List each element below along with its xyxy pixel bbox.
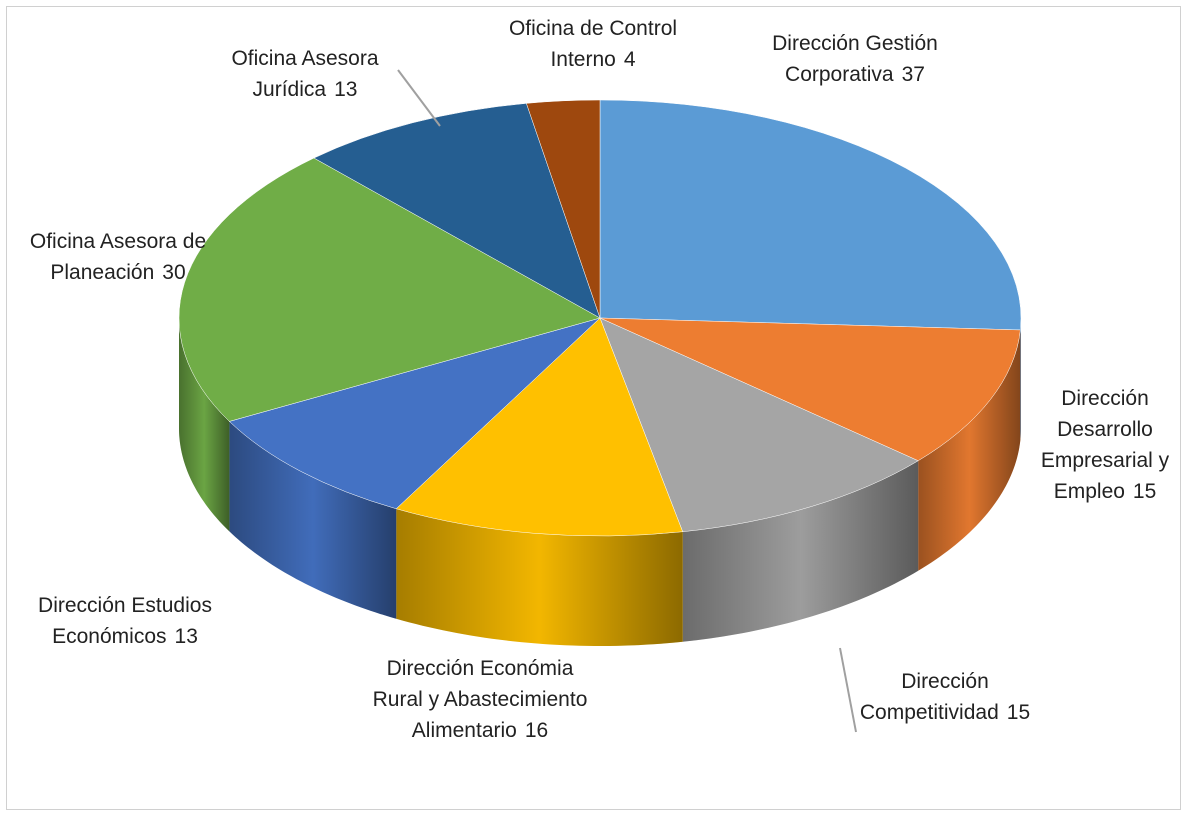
- pie-side-shade: [918, 329, 1021, 571]
- data-label: Dirección Gestión Corporativa 37: [755, 28, 955, 90]
- category-label: Dirección Desarrollo Empresarial y Emple…: [1040, 387, 1170, 503]
- category-label: Dirección Competitividad: [859, 670, 999, 724]
- pie-sides: [179, 318, 1021, 646]
- value-label: 13: [174, 625, 198, 648]
- pie-tops: [178, 99, 1022, 537]
- pie-slice: [313, 103, 601, 319]
- pie-slice: [599, 317, 919, 533]
- value-label: 37: [901, 63, 925, 86]
- leader-line: [397, 69, 441, 127]
- pie-side-shade: [229, 421, 397, 619]
- value-label: 16: [524, 719, 549, 742]
- pie-slice: [599, 317, 1021, 462]
- category-label: Oficina de Control Interno: [508, 17, 678, 71]
- pie-slice: [526, 99, 601, 319]
- leader-line: [839, 647, 857, 733]
- pie-slice: [178, 157, 601, 422]
- data-label: Dirección Competitividad 15: [850, 666, 1040, 728]
- data-label: Oficina Asesora de Planeación 30: [8, 226, 228, 288]
- pie-slice: [599, 99, 1022, 331]
- value-label: 13: [334, 78, 358, 101]
- category-label: Dirección Estudios Económicos: [38, 594, 212, 648]
- category-label: Dirección Gestión Corporativa: [772, 32, 938, 86]
- data-label: Oficina Asesora Jurídica 13: [205, 43, 405, 105]
- data-label: Dirección Desarrollo Empresarial y Emple…: [1030, 383, 1180, 507]
- pie-side-shade: [1020, 318, 1021, 440]
- pie-slice: [228, 317, 601, 510]
- value-label: 15: [1132, 480, 1157, 503]
- value-label: 4: [623, 48, 636, 71]
- pie-side-shade: [396, 508, 683, 646]
- pie-side-shade: [682, 460, 919, 642]
- data-label: Dirección Económia Rural y Abastecimient…: [360, 653, 600, 746]
- value-label: 15: [1006, 701, 1031, 724]
- chart-frame: [6, 6, 1181, 810]
- category-label: Dirección Económia Rural y Abastecimient…: [372, 657, 588, 742]
- value-label: 30: [162, 261, 186, 284]
- category-label: Oficina Asesora de Planeación: [29, 230, 207, 284]
- pie-slice: [395, 317, 684, 537]
- data-label: Oficina de Control Interno 4: [473, 13, 713, 75]
- data-label: Dirección Estudios Económicos 13: [5, 590, 245, 652]
- category-label: Oficina Asesora Jurídica: [231, 47, 379, 101]
